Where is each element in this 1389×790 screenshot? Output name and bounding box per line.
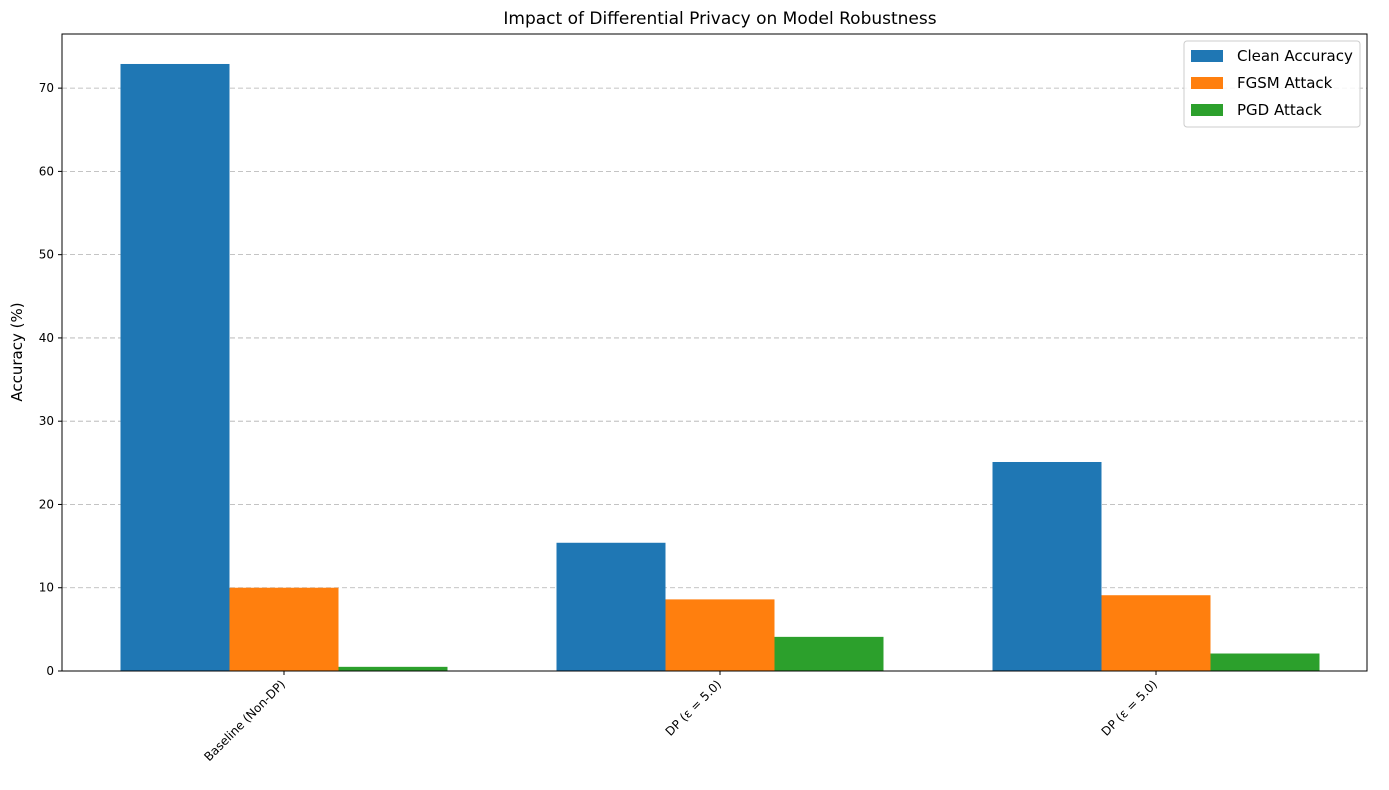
x-axis-ticks: Baseline (Non-DP) DP (ε = 5.0) DP (ε = 5.0… (201, 671, 1160, 764)
legend-swatch (1191, 77, 1223, 89)
y-tick-label: 30 (39, 414, 54, 428)
y-tick-label: 10 (39, 581, 54, 595)
x-tick-label: Baseline (Non-DP) (201, 677, 288, 764)
legend-swatch (1191, 104, 1223, 116)
y-tick-label: 0 (46, 664, 54, 678)
bars (120, 63, 1320, 672)
x-tick-label: DP (ε = 5.0) (663, 677, 724, 738)
bar-fgsm-attack (229, 587, 339, 671)
chart-title: Impact of Differential Privacy on Model … (503, 9, 936, 29)
plot-frame (61, 33, 1368, 672)
y-tick-label: 60 (39, 164, 54, 178)
y-axis-ticks: 0 10 20 30 40 50 60 70 (39, 81, 62, 678)
y-tick-label: 40 (39, 331, 54, 345)
legend-swatch (1191, 50, 1223, 62)
legend-label: PGD Attack (1237, 101, 1322, 119)
bar-pgd-attack (1210, 653, 1320, 671)
bar-fgsm-attack (665, 599, 775, 671)
y-axis-label: Accuracy (%) (8, 302, 26, 401)
bar-pgd-attack (774, 636, 884, 671)
bar-clean-accuracy (120, 63, 230, 672)
y-tick-label: 70 (39, 81, 54, 95)
y-tick-label: 20 (39, 497, 54, 511)
bar-fgsm-attack (1101, 595, 1211, 671)
x-tick-label: DP (ε = 5.0) (1099, 677, 1160, 738)
gridlines (62, 87, 1367, 589)
y-tick-label: 50 (39, 248, 54, 262)
legend: Clean Accuracy FGSM Attack PGD Attack (1183, 40, 1361, 128)
legend-label: Clean Accuracy (1237, 47, 1353, 65)
legend-box (1183, 40, 1361, 128)
legend-label: FGSM Attack (1237, 74, 1333, 92)
bar-pgd-attack (338, 666, 448, 671)
bar-clean-accuracy (992, 461, 1102, 671)
bar-clean-accuracy (556, 542, 666, 671)
